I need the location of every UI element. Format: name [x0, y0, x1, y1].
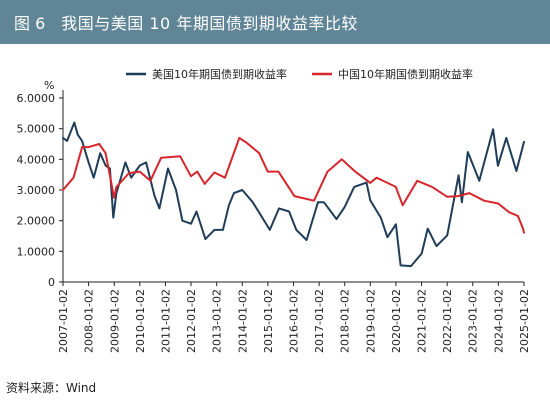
x-tick-label: 2018-01-02: [339, 289, 352, 353]
y-tick-label: 4.0000: [17, 153, 56, 166]
us-yield-line: [62, 121, 525, 268]
chart-area: % 0 1.0000 2.0000 3.0000 4.0000 5.0000 6.0000 20…: [17, 67, 532, 353]
x-tick-label: 2013-01-02: [211, 289, 224, 353]
x-tick-label: 2014-01-02: [236, 289, 249, 353]
x-tick-label: 2012-01-02: [185, 289, 198, 353]
x-tick-label: 2008-01-02: [83, 289, 96, 353]
y-tick-label: 2.0000: [17, 215, 56, 228]
x-tick-label: 2017-01-02: [313, 289, 326, 353]
x-tick-label: 2024-01-02: [492, 289, 505, 353]
y-tick-label: 1.0000: [17, 245, 56, 258]
x-tick-label: 2021-01-02: [416, 289, 429, 353]
x-tick-label: 2015-01-02: [262, 289, 275, 353]
x-tick-label: 2007-01-02: [57, 289, 70, 353]
y-tick-label: 6.0000: [17, 92, 56, 105]
x-tick-label: 2019-01-02: [364, 289, 377, 353]
y-tick-label: 3.0000: [17, 184, 56, 197]
x-tick-label: 2016-01-02: [287, 289, 300, 353]
x-tick-label: 2022-01-02: [441, 289, 454, 353]
cn-yield-line: [62, 136, 525, 234]
x-tick-label: 2009-01-02: [108, 289, 121, 353]
x-tick-label: 2023-01-02: [467, 289, 480, 353]
figure-title: 我国与美国 10 年期国债到期收益率比较: [61, 14, 358, 33]
legend-cn-label: 中国10年期国债到期收益率: [338, 67, 473, 81]
x-tick-label: 2025-01-02: [518, 289, 531, 353]
figure-number: 图 6: [14, 14, 46, 33]
x-tick-label: 2020-01-02: [390, 289, 403, 353]
x-tick-label: 2011-01-02: [159, 289, 172, 353]
legend-us-label: 美国10年期国债到期收益率: [152, 67, 287, 81]
source-note: 资料来源：Wind: [6, 381, 97, 395]
y-axis-unit: %: [44, 79, 54, 92]
x-tick-label: 2010-01-02: [134, 289, 147, 353]
y-tick-label: 0: [48, 276, 55, 289]
figure-title-bar: 图 6 我国与美国 10 年期国债到期收益率比较: [0, 0, 550, 44]
y-tick-label: 5.0000: [17, 123, 56, 136]
